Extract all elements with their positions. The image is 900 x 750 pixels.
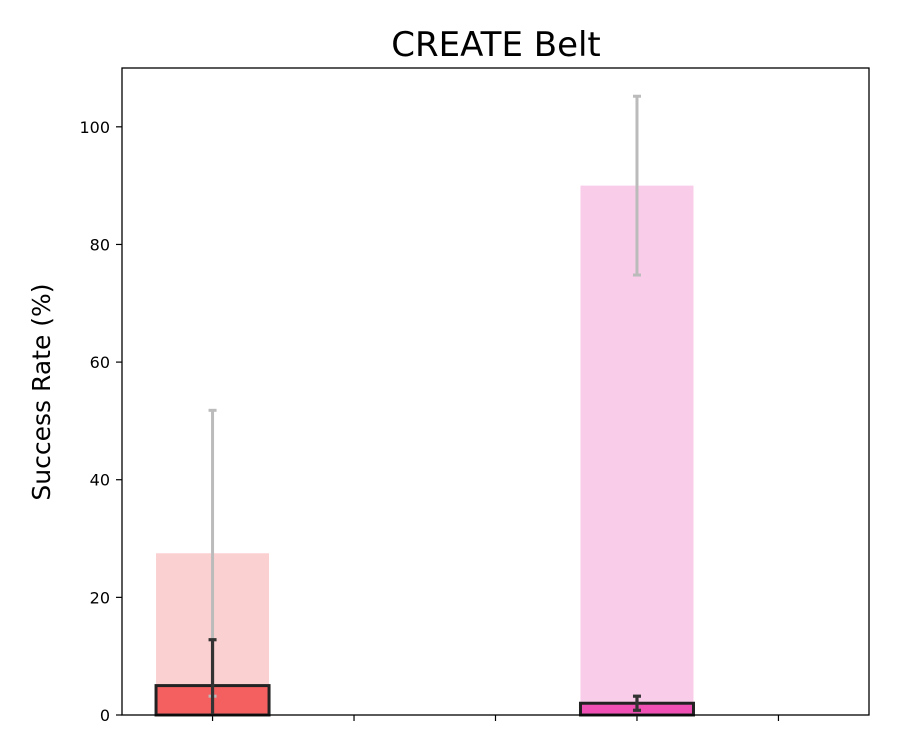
y-axis: 0 20 40 60 80 100	[79, 118, 122, 725]
y-tick-label: 60	[90, 353, 110, 372]
error-bar-series1-3	[632, 694, 641, 712]
y-tick-label: 0	[100, 706, 110, 725]
y-tick-label: 100	[79, 118, 110, 137]
chart-title: CREATE Belt	[391, 25, 601, 65]
error-bar-series0-3	[632, 94, 641, 277]
plot-frame	[121, 67, 870, 716]
plot-area	[154, 94, 695, 717]
y-tick-label: 80	[90, 235, 110, 254]
y-tick-label: 20	[90, 588, 110, 607]
y-tick-label: 40	[90, 471, 110, 490]
error-bar-series1-0	[208, 638, 217, 715]
y-axis-label: Success Rate (%)	[27, 283, 56, 500]
